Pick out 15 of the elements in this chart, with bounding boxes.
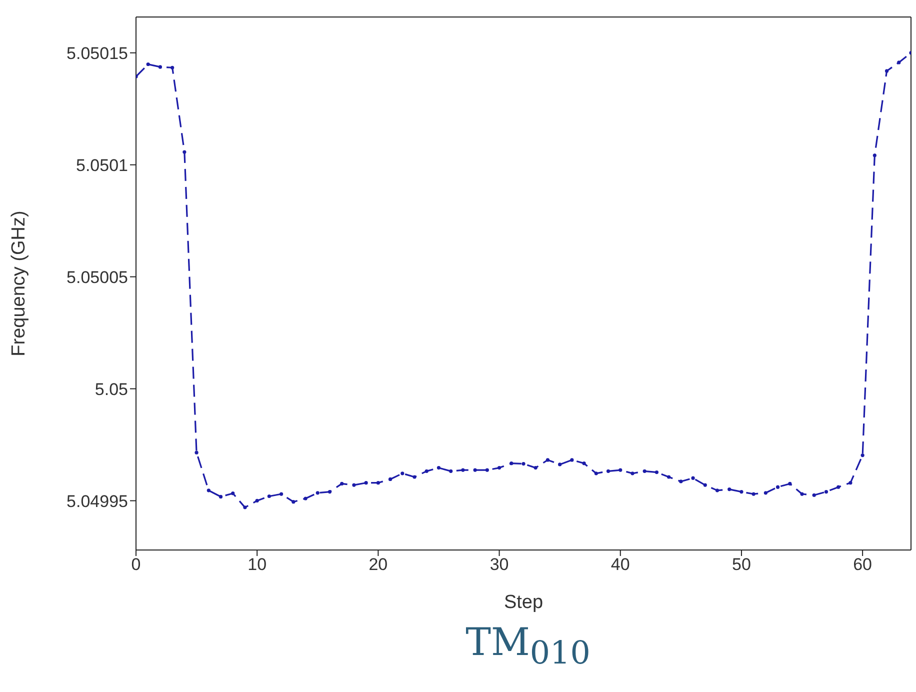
x-tick-label: 0 [131,555,141,574]
x-tick-label: 50 [732,555,751,574]
y-tick-label: 5.0501 [76,156,128,175]
x-axis-title: Step [504,592,544,613]
x-tick-label: 30 [490,555,509,574]
y-tick-label: 5.04995 [66,492,128,511]
y-tick-label: 5.05 [94,380,128,399]
y-tick-label: 5.05015 [66,44,128,63]
x-tick-label: 20 [368,555,388,574]
y-tick-label: 5.05005 [66,268,128,287]
x-tick-label: 40 [610,555,630,574]
text: TM$_{010}$ [464,620,592,672]
x-tick-label: 60 [853,555,872,574]
x-tick-label: 10 [248,555,267,574]
y-axis-title: Frequency (GHz) [8,210,30,356]
